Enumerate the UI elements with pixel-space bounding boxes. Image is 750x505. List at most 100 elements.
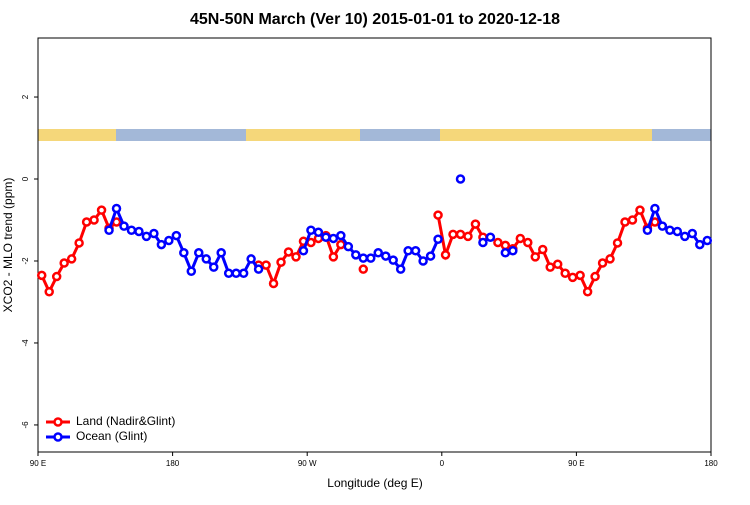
data-point: [500, 248, 511, 258]
data-point: [545, 262, 555, 272]
data-point: [134, 226, 144, 237]
data-point: [36, 270, 47, 281]
data-point: [313, 227, 324, 238]
data-point: [388, 255, 398, 265]
data-point: [283, 247, 294, 257]
y-tick-label: -2: [21, 257, 30, 265]
x-tick-label: 180: [166, 459, 180, 468]
data-point: [500, 240, 511, 251]
data-point: [650, 203, 660, 214]
data-point: [194, 248, 204, 258]
data-point: [515, 233, 526, 244]
data-point: [111, 203, 122, 214]
data-point: [358, 264, 369, 274]
data-point: [336, 230, 346, 241]
data-point: [261, 260, 271, 270]
data-point: [395, 264, 406, 274]
data-point: [470, 219, 481, 229]
data-point: [291, 252, 301, 262]
data-point: [440, 250, 451, 260]
x-tick-label: 0: [440, 459, 445, 468]
data-point: [642, 225, 653, 235]
data-point: [44, 286, 54, 297]
data-point: [126, 225, 137, 235]
data-point: [523, 237, 533, 248]
x-axis-label: Longitude (deg E): [327, 476, 422, 490]
data-point: [216, 248, 226, 258]
x-tick-label: 90 E: [30, 459, 46, 468]
data-point: [298, 245, 309, 256]
data-point: [433, 234, 443, 245]
x-tick-label: 90 E: [568, 459, 584, 468]
legend-label: Ocean (Glint): [76, 429, 147, 443]
data-point: [171, 230, 182, 241]
data-point: [51, 271, 62, 282]
data-point: [201, 254, 211, 264]
data-point: [141, 231, 152, 242]
data-point: [478, 237, 488, 248]
legend-marker: [53, 417, 63, 427]
data-point: [627, 215, 638, 225]
data-point: [104, 225, 114, 235]
data-point: [351, 250, 361, 260]
data-point: [418, 256, 428, 266]
data-point: [186, 266, 197, 276]
data-point: [268, 278, 279, 289]
y-axis-label: XCO2 - MLO trend (ppm): [1, 178, 15, 313]
data-point: [119, 221, 129, 231]
data-point: [149, 228, 159, 239]
chart-title: 45N-50N March (Ver 10) 2015-01-01 to 202…: [190, 11, 560, 28]
legend-marker: [53, 432, 63, 442]
data-point: [96, 205, 107, 215]
data-point: [702, 235, 713, 246]
data-point: [620, 217, 630, 227]
data-point: [590, 271, 600, 282]
data-point: [336, 239, 346, 250]
y-tick-label: -6: [21, 421, 30, 429]
data-point: [493, 237, 503, 248]
data-point: [687, 228, 698, 239]
data-point: [66, 254, 77, 264]
data-point: [276, 257, 286, 267]
data-point: [455, 174, 466, 184]
data-point: [343, 241, 354, 252]
data-point: [657, 221, 668, 231]
data-point: [410, 245, 421, 256]
plot-frame: [37, 37, 712, 453]
y-tick-label: 2: [21, 94, 30, 99]
data-point: [328, 233, 339, 244]
data-point: [358, 253, 369, 263]
data-point: [366, 253, 376, 263]
data-point: [552, 259, 563, 270]
data-point: [403, 245, 413, 256]
data-point: [560, 268, 570, 279]
data-point: [156, 239, 167, 250]
data-point: [231, 268, 241, 279]
data-point: [223, 268, 234, 279]
data-point: [380, 251, 391, 261]
data-point: [530, 252, 541, 262]
map-strip: [38, 129, 711, 141]
data-point: [74, 238, 84, 248]
data-point: [89, 215, 99, 225]
x-tick-label: 90 W: [298, 459, 317, 468]
y-tick-label: -4: [21, 339, 30, 347]
data-point: [164, 235, 174, 246]
data-point: [321, 232, 331, 242]
data-point: [575, 270, 585, 281]
data-point: [448, 229, 458, 240]
data-point: [680, 231, 690, 242]
data-point: [672, 226, 683, 237]
data-point: [538, 244, 548, 255]
data-point: [463, 231, 473, 242]
data-point: [485, 232, 496, 242]
data-point: [425, 251, 436, 261]
data-point: [179, 248, 189, 258]
x-tick-label: 180: [704, 459, 718, 468]
data-point: [59, 258, 69, 268]
data-point: [582, 286, 593, 297]
data-point: [373, 248, 383, 258]
data-point: [455, 229, 466, 240]
y-tick-label: 0: [21, 176, 30, 181]
